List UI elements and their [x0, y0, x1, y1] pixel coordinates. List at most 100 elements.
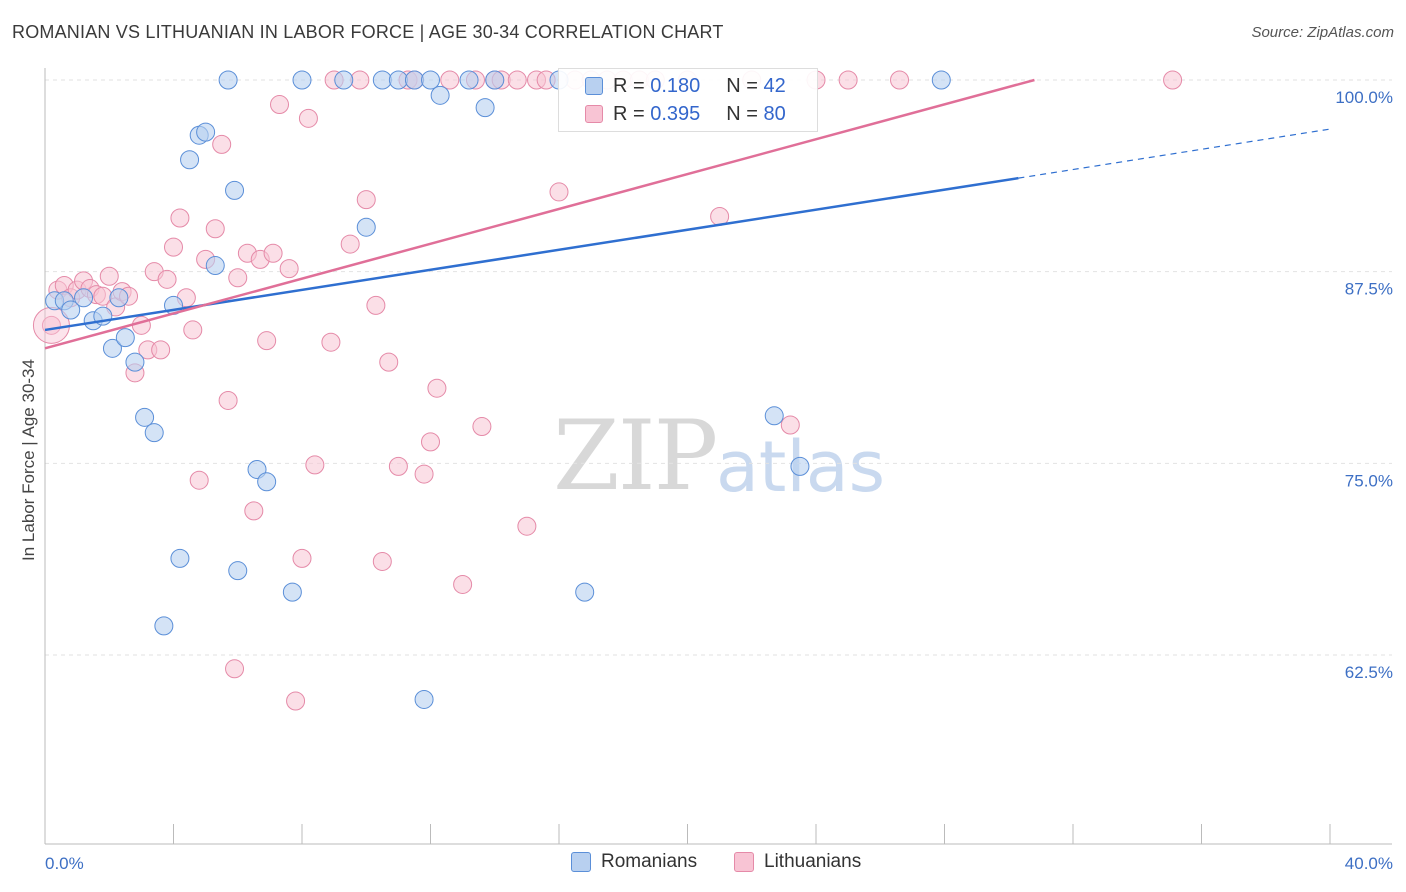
romanians-point — [372, 70, 392, 90]
romanians-point — [459, 70, 479, 90]
romanians-point — [764, 406, 784, 426]
romanians-trendline — [44, 176, 1019, 332]
romanians-point — [218, 70, 238, 90]
romanians-point — [282, 582, 302, 602]
romanians-points — [45, 70, 951, 709]
romanians-point — [414, 689, 434, 709]
lithuanians-point — [151, 340, 171, 360]
lithuanians-point — [388, 456, 408, 476]
lithuanians-point — [780, 415, 800, 435]
legend-r-label: R = — [613, 74, 645, 97]
lithuanians-point — [472, 417, 492, 437]
romanians-point — [74, 288, 94, 308]
legend-n-label: N = — [726, 102, 758, 125]
series-legend: Romanians Lithuanians — [0, 851, 1406, 877]
romanians-point — [790, 456, 810, 476]
romanians-point — [421, 70, 440, 90]
lithuanians-point — [356, 190, 376, 210]
legend-romanians-r: 0.180 — [650, 74, 701, 97]
legend-item-romanians[interactable]: Romanians — [571, 851, 697, 873]
lithuanians-point — [838, 70, 858, 90]
y-tick-label: 75.0% — [1345, 471, 1393, 490]
x-tick-label-min: 0.0% — [45, 854, 84, 873]
lithuanians-point — [549, 182, 569, 202]
source-label: Source: ZipAtlas.com — [1251, 24, 1394, 41]
lithuanians-point — [212, 134, 232, 154]
lithuanians-point — [183, 320, 203, 340]
lithuanians-point — [321, 332, 341, 352]
romanians-point — [404, 70, 424, 90]
lithuanians-point — [286, 691, 306, 711]
romanians-point — [135, 407, 155, 427]
legend-row-lithuanians: R = 0.395 N = 80 — [585, 101, 786, 127]
legend-swatch-romanians — [585, 77, 603, 95]
lithuanians-point — [292, 548, 312, 568]
lithuanians-point — [379, 352, 399, 372]
romanians-point — [475, 98, 495, 118]
lithuanians-point — [218, 390, 238, 410]
lithuanians-point — [244, 501, 264, 521]
lithuanians-point — [890, 70, 910, 90]
y-axis-label: In Labor Force | Age 30-34 — [19, 359, 38, 561]
romanians-point — [61, 300, 81, 320]
lithuanians-point — [298, 108, 318, 128]
x-tick-label-max: 40.0% — [1345, 854, 1393, 873]
lithuanians-trendline — [44, 78, 1035, 350]
romanians-point — [125, 352, 145, 372]
chart-title: ROMANIAN VS LITHUANIAN IN LABOR FORCE | … — [12, 22, 724, 42]
lithuanians-point — [1163, 70, 1183, 90]
romanians-point — [102, 338, 122, 358]
romanians-point — [575, 582, 595, 602]
romanians-point — [225, 180, 245, 200]
lithuanians-point — [440, 70, 460, 90]
romanians-trendline-extension — [1018, 128, 1331, 179]
romanians-swatch — [571, 852, 591, 872]
lithuanians-swatch — [734, 852, 754, 872]
lithuanians-point — [414, 464, 434, 484]
x-tick-labels: 0.0% 40.0% — [45, 854, 1393, 873]
lithuanians-point — [263, 243, 283, 263]
trend-lines — [44, 78, 1331, 350]
lithuanians-points — [32, 70, 1183, 711]
legend-row-romanians: R = 0.180 N = 42 — [585, 73, 786, 99]
lithuanians-point — [517, 516, 537, 536]
y-tick-label: 100.0% — [1335, 88, 1393, 107]
legend-r-label: R = — [613, 102, 645, 125]
stats-legend: R = 0.180 N = 42 R = 0.395 N = 80 — [558, 68, 818, 132]
lithuanians-point — [453, 574, 473, 594]
romanians-point — [292, 70, 312, 90]
legend-lithuanians-n: 80 — [763, 102, 786, 125]
romanians-point — [144, 423, 164, 443]
romanians-point — [170, 548, 190, 568]
romanians-point — [196, 122, 216, 142]
romanians-point — [109, 288, 129, 308]
romanians-point — [485, 70, 505, 90]
romanians-point — [356, 217, 376, 237]
lithuanians-point — [372, 551, 392, 571]
legend-item-lithuanians[interactable]: Lithuanians — [734, 851, 861, 873]
lithuanians-point — [350, 70, 370, 90]
romanians-label: Romanians — [601, 851, 698, 872]
legend-swatch-lithuanians — [585, 105, 603, 123]
romanians-point — [205, 256, 225, 276]
lithuanians-point — [421, 432, 440, 452]
lithuanians-label: Lithuanians — [764, 851, 862, 872]
lithuanians-point — [205, 219, 225, 239]
romanians-point — [931, 70, 951, 90]
lithuanians-point — [99, 266, 119, 286]
legend-romanians-n: 42 — [763, 74, 786, 97]
lithuanians-point — [427, 378, 447, 398]
lithuanians-point — [340, 234, 360, 254]
y-tick-label: 62.5% — [1345, 663, 1393, 682]
lithuanians-point — [305, 455, 325, 475]
romanians-point — [228, 561, 248, 581]
watermark-zip: ZIP — [553, 400, 718, 512]
lithuanians-point — [189, 470, 209, 490]
y-tick-label: 87.5% — [1345, 280, 1393, 299]
romanians-point — [154, 616, 174, 636]
romanians-point — [334, 70, 354, 90]
lithuanians-point — [507, 70, 527, 90]
romanians-point — [180, 150, 200, 170]
lithuanians-point — [279, 259, 299, 279]
